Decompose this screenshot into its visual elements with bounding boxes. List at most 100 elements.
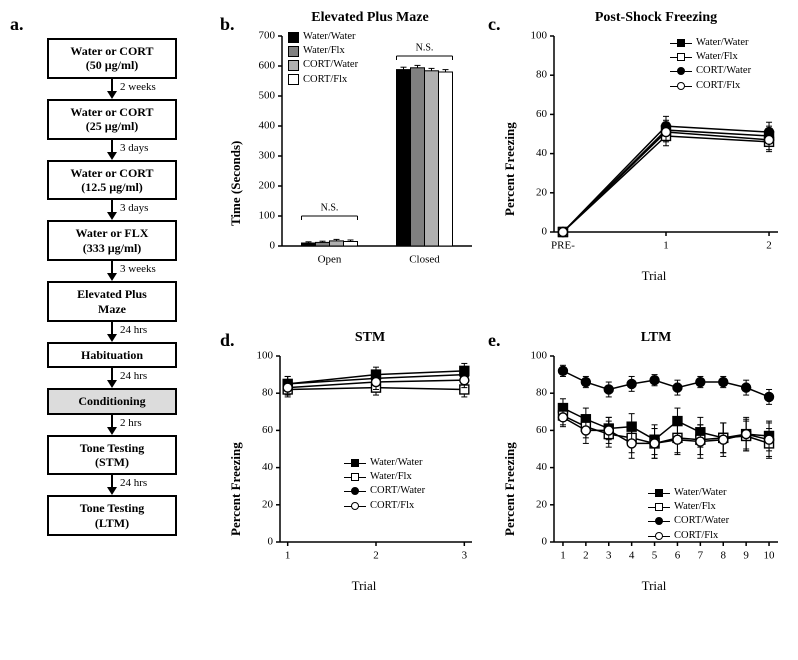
legend-marker (648, 516, 670, 526)
panel-b: Elevated Plus Maze Time (Seconds) 010020… (226, 10, 482, 276)
legend-label: CORT/Flx (370, 499, 414, 513)
legend-item: CORT/Flx (344, 499, 425, 513)
legend-label: CORT/Water (674, 514, 729, 528)
legend-item: CORT/Water (670, 64, 751, 78)
panel-e-xlabel: Trial (520, 578, 788, 594)
legend-label: Water/Water (370, 456, 423, 470)
flow-arrow: 24 hrs (32, 475, 192, 495)
panel-d-ylabel: Percent Freezing (228, 442, 244, 536)
svg-text:2: 2 (583, 550, 589, 562)
legend-label: Water/Water (696, 36, 749, 50)
panel-e-legend: Water/WaterWater/FlxCORT/WaterCORT/Flx (648, 486, 729, 543)
flow-arrow: 3 days (32, 140, 192, 160)
svg-text:3: 3 (462, 550, 468, 562)
panel-d-xlabel: Trial (246, 578, 482, 594)
svg-text:100: 100 (531, 30, 548, 42)
svg-text:PRE-: PRE- (551, 240, 575, 252)
legend-item: CORT/Flx (670, 79, 751, 93)
panel-e-title: LTM (524, 330, 788, 346)
panel-d-legend: Water/WaterWater/FlxCORT/WaterCORT/Flx (344, 456, 425, 513)
svg-text:6: 6 (675, 550, 681, 562)
svg-text:2: 2 (766, 240, 772, 252)
legend-item: Water/Water (648, 486, 729, 500)
svg-text:80: 80 (262, 387, 274, 399)
svg-text:500: 500 (259, 90, 276, 102)
panel-d: STM Percent Freezing 020406080100123 Wat… (226, 330, 482, 594)
legend-item: Water/Water (344, 456, 425, 470)
legend-marker (648, 488, 670, 498)
flow-box: Conditioning (47, 388, 177, 414)
flow-box: Water or CORT(12.5 µg/ml) (47, 160, 177, 201)
svg-text:5: 5 (652, 550, 658, 562)
legend-item: CORT/Water (288, 58, 358, 72)
legend-marker (670, 66, 692, 76)
svg-text:40: 40 (536, 147, 548, 159)
panel-label-c: c. (488, 14, 501, 35)
svg-text:40: 40 (536, 461, 548, 473)
panel-c-xlabel: Trial (520, 268, 788, 284)
svg-text:100: 100 (257, 350, 274, 362)
svg-text:300: 300 (259, 150, 276, 162)
legend-label: CORT/Flx (696, 79, 740, 93)
legend-item: CORT/Water (344, 484, 425, 498)
panel-b-ylabel: Time (Seconds) (228, 141, 244, 226)
legend-swatch (288, 60, 299, 71)
flow-arrow: 2 weeks (32, 79, 192, 99)
flow-arrow: 24 hrs (32, 322, 192, 342)
legend-label: CORT/Flx (674, 529, 718, 543)
legend-marker (670, 52, 692, 62)
svg-text:700: 700 (259, 30, 276, 42)
legend-label: Water/Water (303, 30, 356, 44)
legend-item: CORT/Water (648, 514, 729, 528)
panel-c: Post-Shock Freezing Percent Freezing 020… (500, 10, 788, 284)
panel-b-svg: 0100200300400500600700OpenN.S.ClosedN.S. (246, 26, 482, 276)
panel-label-e: e. (488, 330, 501, 351)
flow-box: Water or FLX(333 µg/ml) (47, 220, 177, 261)
flow-arrow: 2 hrs (32, 415, 192, 435)
legend-item: Water/Flx (344, 470, 425, 484)
flow-box: Habituation (47, 342, 177, 368)
svg-text:0: 0 (270, 240, 276, 252)
svg-text:20: 20 (536, 498, 548, 510)
legend-marker (670, 38, 692, 48)
legend-label: Water/Water (674, 486, 727, 500)
svg-text:1: 1 (285, 550, 291, 562)
panel-b-legend: Water/WaterWater/FlxCORT/WaterCORT/Flx (288, 30, 358, 87)
panel-e: LTM Percent Freezing 0204060801001234567… (500, 330, 788, 594)
legend-marker (648, 531, 670, 541)
flow-box: Elevated PlusMaze (47, 281, 177, 322)
legend-label: Water/Flx (303, 44, 345, 58)
legend-label: CORT/Water (303, 58, 358, 72)
svg-text:80: 80 (536, 387, 548, 399)
panel-c-title: Post-Shock Freezing (524, 10, 788, 26)
flow-arrow: 24 hrs (32, 368, 192, 388)
legend-item: Water/Water (670, 36, 751, 50)
legend-marker (344, 486, 366, 496)
svg-text:0: 0 (542, 226, 548, 238)
legend-label: CORT/Water (370, 484, 425, 498)
flowchart: Water or CORT(50 µg/ml)2 weeksWater or C… (32, 38, 192, 536)
legend-swatch (288, 74, 299, 85)
svg-text:80: 80 (536, 69, 548, 81)
svg-text:100: 100 (259, 210, 276, 222)
svg-text:0: 0 (542, 536, 548, 548)
svg-text:10: 10 (764, 550, 776, 562)
svg-text:9: 9 (743, 550, 749, 562)
legend-swatch (288, 32, 299, 43)
legend-label: CORT/Flx (303, 73, 347, 87)
legend-marker (344, 458, 366, 468)
flow-box: Water or CORT(50 µg/ml) (47, 38, 177, 79)
panel-e-ylabel: Percent Freezing (502, 442, 518, 536)
legend-marker (648, 502, 670, 512)
svg-text:N.S.: N.S. (321, 202, 339, 213)
svg-text:N.S.: N.S. (416, 42, 434, 53)
legend-marker (344, 472, 366, 482)
panel-d-title: STM (258, 330, 482, 346)
legend-item: CORT/Flx (288, 73, 358, 87)
svg-text:Closed: Closed (409, 254, 440, 266)
panel-c-legend: Water/WaterWater/FlxCORT/WaterCORT/Flx (670, 36, 751, 93)
svg-text:3: 3 (606, 550, 612, 562)
flow-box: Water or CORT(25 µg/ml) (47, 99, 177, 140)
legend-item: Water/Flx (670, 50, 751, 64)
svg-text:600: 600 (259, 60, 276, 72)
